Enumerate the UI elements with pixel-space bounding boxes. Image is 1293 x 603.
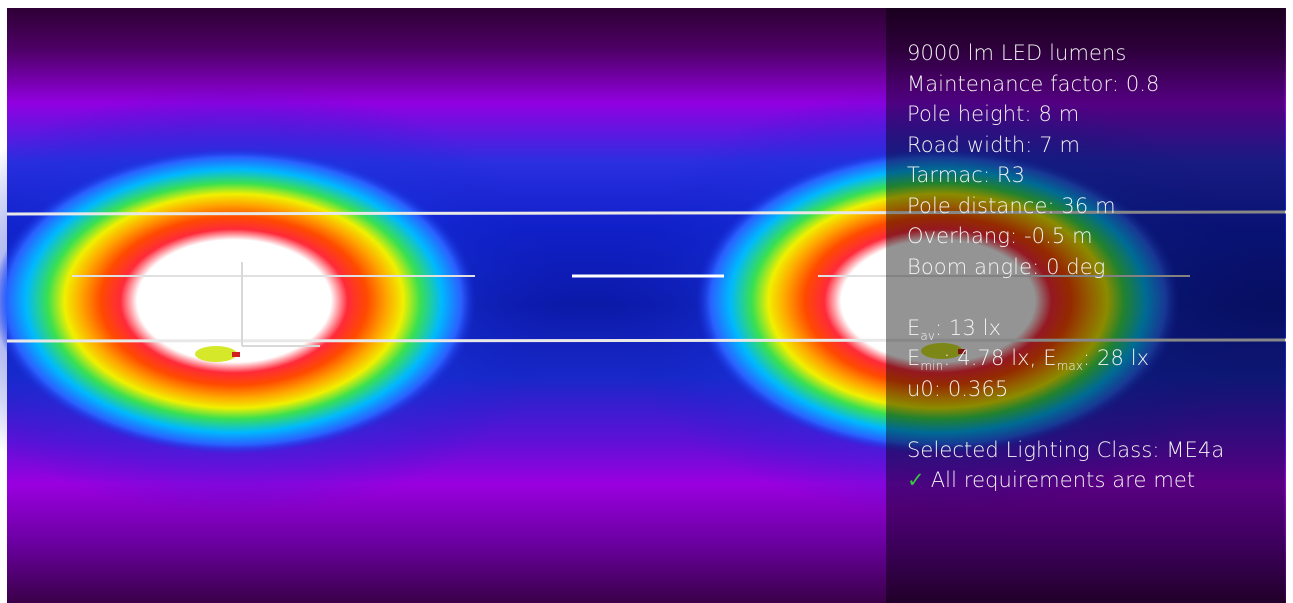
spacer <box>907 282 1224 313</box>
lighting-class-text: Selected Lighting Class: ME4a <box>907 437 1225 462</box>
requirements-status: ✓ All requirements are met <box>907 468 1196 492</box>
luminaire-right-marker <box>958 349 966 354</box>
min-max-illuminance: Emin: 4.78 lx, Emax: 28 lx <box>907 346 1150 373</box>
luminaire-right <box>921 343 963 359</box>
info-panel: 9000 lm LED lumens Maintenance factor: 0… <box>907 38 1224 496</box>
boom-angle-text: Boom angle: 0 deg <box>907 254 1106 279</box>
uniformity-text: u0: 0.365 <box>907 376 1009 401</box>
spacer <box>907 404 1224 435</box>
road-edge-top <box>6 210 1287 216</box>
average-illuminance: Eav: 13 lx <box>907 315 1002 343</box>
maintenance-factor-text: Maintenance factor: 0.8 <box>907 71 1160 96</box>
lumens-text: 9000 lm LED lumens <box>907 41 1127 65</box>
road-edge-bottom <box>6 338 1287 343</box>
luminaire-left-marker <box>232 352 240 357</box>
light-pool-left <box>0 148 476 454</box>
pole-distance-text: Pole distance: 36 m <box>907 193 1116 218</box>
luminaire-left <box>195 346 237 362</box>
light-pool-right <box>696 148 1180 454</box>
overhang-text: Overhang: -0.5 m <box>907 224 1093 248</box>
pole-height-text: Pole height: 8 m <box>907 102 1080 126</box>
info-panel-background <box>886 8 1285 603</box>
check-icon: ✓ <box>907 468 925 492</box>
road-width-text: Road width: 7 m <box>907 132 1080 157</box>
tarmac-text: Tarmac: R3 <box>907 163 1026 187</box>
